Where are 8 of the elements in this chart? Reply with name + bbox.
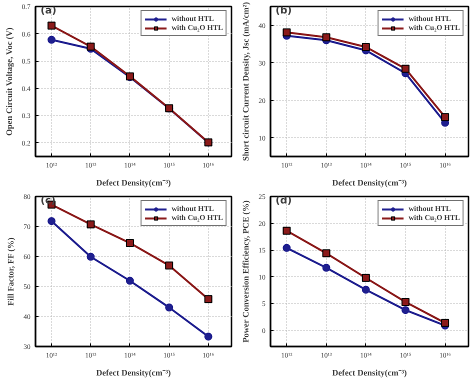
y-axis-title: Open Circuit Voltage, Voc (V) [4, 27, 14, 136]
x-axis-title: Defect Density(cm⁻³) [332, 178, 408, 188]
y-axis-title: Power Conversion Efficiency, PCE (%) [240, 200, 250, 343]
x-axis-title: Defect Density(cm⁻³) [332, 368, 408, 378]
y-axis-title: Fill Factor, FF (%) [6, 237, 16, 306]
x-axis-title: Defect Density(cm⁻³) [96, 368, 172, 378]
x-axis-title: Defect Density(cm⁻³) [96, 178, 172, 188]
y-axis-title: Short circuit Current Density, Jsc (mA/cm²) [240, 2, 250, 161]
